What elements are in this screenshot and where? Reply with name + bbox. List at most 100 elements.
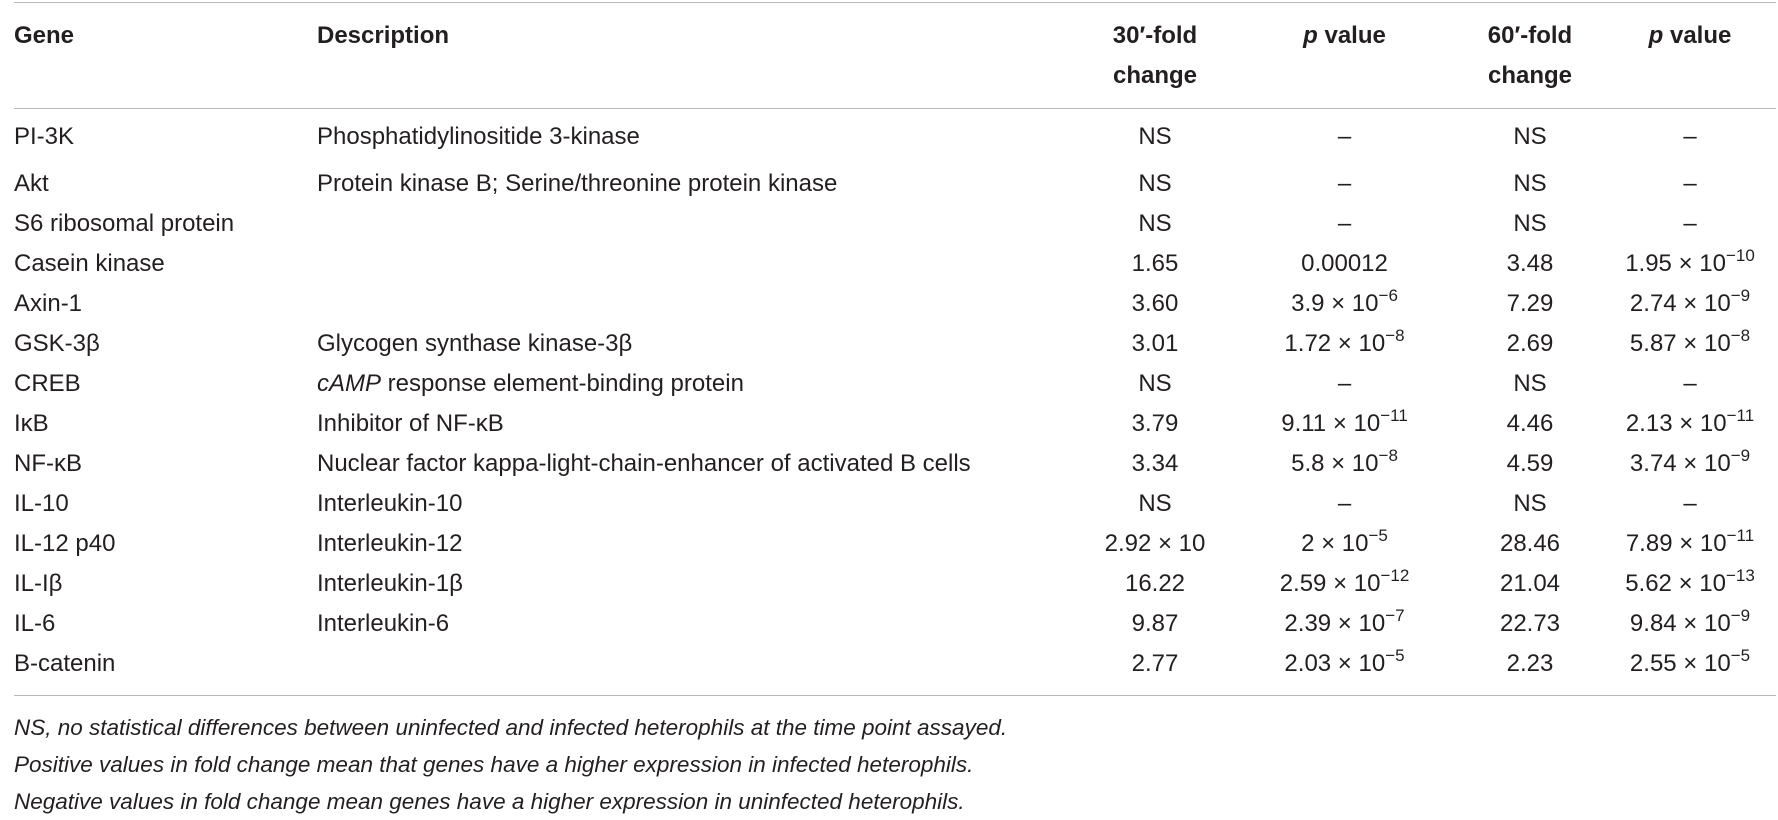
fold-change-30-cell: 3.01 [1131,330,1179,357]
description-cell [317,244,1077,284]
fold-change-60-cell: 3.48 [1506,250,1554,277]
gene-cell: IL-10 [14,490,69,517]
p-value-30-cell: – [1337,123,1352,150]
p-value-60-cell: 2.13 × 10−11 [1625,406,1755,437]
description-cell: Inhibitor of NF-κB [317,410,504,437]
description-cell: Interleukin-6 [317,610,450,637]
header-p-value-60: p value [1648,22,1732,49]
p-value-60-cell: 2.74 × 10−9 [1629,286,1751,317]
p-value-30-cell: – [1337,170,1352,197]
header-row: Gene Description 30′-fold change p value … [14,3,1776,96]
p-value-30-cell: 2 × 10−5 [1301,526,1388,557]
p-value-60-cell: 5.62 × 10−13 [1625,566,1755,597]
description-cell [317,644,1077,684]
p-value-60-cell: – [1683,123,1697,150]
table-row: CREB cAMP response element-binding protei… [14,364,1776,404]
p-value-60-cell: 5.87 × 10−8 [1629,326,1751,357]
table-row: IL-Iβ Interleukin-1β 16.22 2.59 × 10−12 21.0… [14,564,1776,604]
gene-expression-table: Gene Description 30′-fold change p value … [14,3,1776,684]
gene-cell: IL-6 [14,610,56,637]
p-value-30-cell: 2.59 × 10−12 [1279,566,1410,597]
description-cell: Protein kinase B; Serine/threonine prote… [317,170,838,197]
fold-change-60-cell: 28.46 [1499,530,1561,557]
p-value-30-cell: – [1337,490,1352,517]
fold-change-30-cell: NS [1138,210,1172,237]
description-cell [317,284,1077,324]
fold-change-60-cell: 2.23 [1506,650,1554,677]
fold-change-30-cell: 3.60 [1131,290,1179,317]
p-value-30-cell: 2.39 × 10−7 [1284,606,1405,637]
description-cell: Interleukin-1β [317,570,463,597]
gene-cell: CREB [14,370,81,397]
table-row: Akt Protein kinase B; Serine/threonine pr… [14,164,1776,204]
fold-change-30-cell: NS [1138,490,1172,517]
p-value-60-cell: – [1683,490,1697,517]
gene-cell: S6 ribosomal protein [14,210,235,237]
p-value-30-cell: 2.03 × 10−5 [1284,646,1405,677]
fold-change-60-cell: 7.29 [1506,290,1554,317]
p-value-30-cell: – [1337,370,1352,397]
fold-change-60-cell: 4.46 [1506,410,1554,437]
header-fold-change-60: 60′-fold change [1487,22,1573,89]
gene-cell: IκB [14,410,49,437]
gene-cell: Casein kinase [14,250,165,277]
gene-cell: Akt [14,170,49,197]
gene-cell: PI-3K [14,123,75,150]
table-footnotes: NS, no statistical differences between u… [14,709,1007,820]
table-row: B-catenin 2.77 2.03 × 10−5 2.23 2.55 × 10−5 [14,644,1776,684]
p-value-30-cell: 3.9 × 10−6 [1291,286,1398,317]
gene-cell: IL-Iβ [14,570,63,597]
description-cell: Interleukin-10 [317,490,463,517]
fold-change-30-cell: 2.92 × 10 [1104,530,1206,557]
fold-change-60-cell: 2.69 [1506,330,1554,357]
gene-cell: NF-κB [14,450,82,477]
p-value-60-cell: 3.74 × 10−9 [1629,446,1751,477]
p-value-30-cell: 5.8 × 10−8 [1291,446,1398,477]
header-description: Description [317,22,450,49]
fold-change-30-cell: 2.77 [1131,650,1179,677]
header-p-value-30: p value [1303,22,1386,49]
table-body: PI-3K Phosphatidylinositide 3-kinase NS – NS… [14,96,1776,684]
p-value-60-cell: 9.84 × 10−9 [1629,606,1751,637]
fold-change-30-cell: NS [1138,123,1172,150]
footnote: Negative values in fold change mean gene… [14,789,965,814]
fold-change-30-cell: 3.34 [1131,450,1179,477]
table-header: Gene Description 30′-fold change p value … [14,3,1776,96]
header-gene: Gene [14,22,75,49]
table-row: Casein kinase 1.65 0.00012 3.48 1.95 × 10−10 [14,244,1776,284]
fold-change-60-cell: 22.73 [1499,610,1561,637]
table-row: IL-12 p40 Interleukin-12 2.92 × 10 2 × 10−5… [14,524,1776,564]
fold-change-30-cell: 9.87 [1131,610,1179,637]
description-cell: Nuclear factor kappa-light-chain-enhance… [317,450,971,477]
fold-change-60-cell: 21.04 [1499,570,1561,597]
p-value-60-cell: 2.55 × 10−5 [1629,646,1751,677]
table-row: S6 ribosomal protein NS – NS – [14,204,1776,244]
p-value-60-cell: – [1683,370,1697,397]
description-cell: Phosphatidylinositide 3-kinase [317,123,640,150]
gene-cell: Axin-1 [14,290,83,317]
fold-change-30-cell: NS [1138,170,1172,197]
p-value-30-cell: 9.11 × 10−11 [1281,406,1408,437]
p-value-30-cell: 0.00012 [1301,250,1388,277]
fold-change-30-cell: 3.79 [1131,410,1179,437]
description-cell: cAMP response element-binding protein [317,370,744,397]
table-bottom-rule [14,695,1776,696]
table-row: GSK-3β Glycogen synthase kinase-3β 3.01 1.7… [14,324,1776,364]
header-fold-change-30: 30′-fold change [1112,22,1198,89]
table-header-rule [14,108,1776,109]
gene-cell: IL-12 p40 [14,530,116,557]
fold-change-30-cell: 1.65 [1131,250,1179,277]
table-row: IL-10 Interleukin-10 NS – NS – [14,484,1776,524]
description-cell: Glycogen synthase kinase-3β [317,330,633,357]
gene-cell: B-catenin [14,650,116,677]
table-row: NF-κB Nuclear factor kappa-light-chain-en… [14,444,1776,484]
p-value-60-cell: – [1683,170,1697,197]
fold-change-60-cell: NS [1513,170,1547,197]
table-row: IL-6 Interleukin-6 9.87 2.39 × 10−7 22.73 9.8… [14,604,1776,644]
footnote: Positive values in fold change mean that… [14,752,974,777]
p-value-30-cell: – [1337,210,1352,237]
fold-change-60-cell: 4.59 [1506,450,1554,477]
fold-change-30-cell: NS [1138,370,1172,397]
fold-change-60-cell: NS [1513,370,1547,397]
